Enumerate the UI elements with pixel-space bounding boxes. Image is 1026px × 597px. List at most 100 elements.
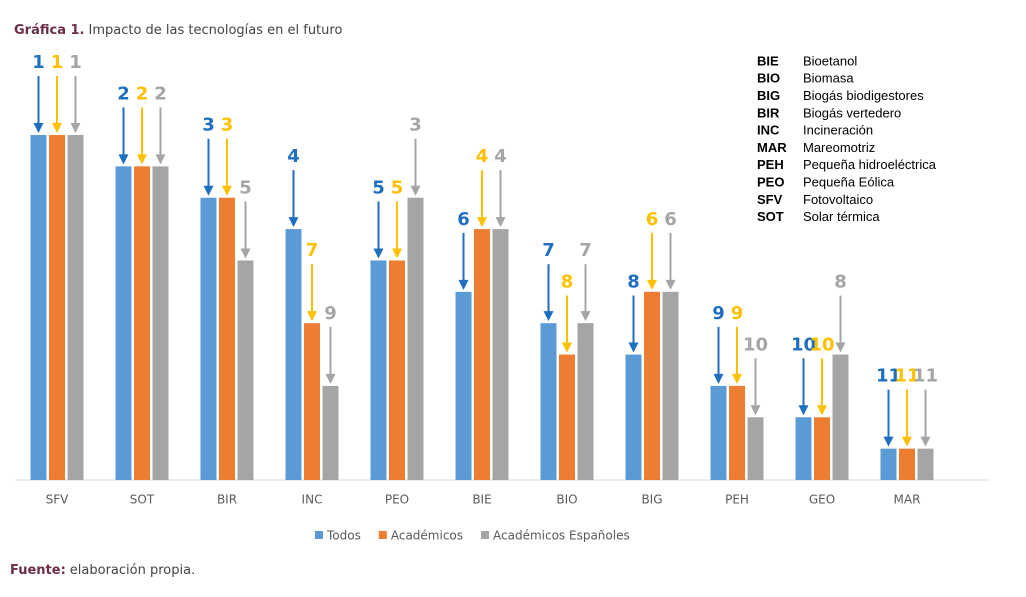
source: elaboración propia. bbox=[70, 563, 195, 578]
chart-title: Impacto de las tecnologías en el futuro bbox=[88, 23, 342, 38]
rank-label: 4 bbox=[476, 146, 489, 167]
abbr-code: BIR bbox=[757, 105, 780, 120]
legend-label: Académicos Españoles bbox=[493, 529, 630, 543]
bar bbox=[795, 417, 812, 480]
rank-label: 1 bbox=[51, 52, 64, 73]
rank-label: 1 bbox=[69, 52, 82, 73]
arrow-head bbox=[798, 405, 809, 416]
bar bbox=[407, 197, 424, 480]
rank-label: 9 bbox=[712, 303, 725, 324]
bar bbox=[370, 260, 387, 480]
arrow-head bbox=[902, 436, 912, 447]
arrow-head bbox=[203, 185, 214, 196]
arrow-head bbox=[392, 248, 402, 259]
rank-label: 6 bbox=[646, 209, 659, 230]
arrow-head bbox=[458, 279, 469, 290]
abbr-code: SOT bbox=[757, 209, 784, 224]
rank-label: 7 bbox=[542, 240, 555, 261]
abbr-name: Pequeña hidroeléctrica bbox=[803, 157, 937, 172]
bar bbox=[115, 166, 132, 480]
arrow-head bbox=[52, 123, 62, 133]
abbr-name: Mareomotriz bbox=[803, 140, 875, 155]
rank-label: 11 bbox=[913, 366, 938, 387]
bar bbox=[729, 385, 745, 480]
bar bbox=[662, 291, 679, 480]
bar bbox=[67, 135, 84, 480]
arrow-head bbox=[373, 248, 384, 259]
bar bbox=[134, 166, 150, 480]
x-tick-label: BIG bbox=[641, 493, 662, 507]
bar bbox=[474, 229, 490, 480]
rank-label: 7 bbox=[306, 240, 319, 261]
x-tick-label: SOT bbox=[130, 493, 155, 507]
legend-swatch bbox=[315, 531, 323, 539]
rank-label: 2 bbox=[154, 83, 167, 104]
rank-label: 9 bbox=[731, 303, 744, 324]
arrow-head bbox=[118, 154, 129, 165]
bar bbox=[30, 135, 47, 480]
rank-label: 4 bbox=[287, 146, 300, 167]
rank-label: 11 bbox=[876, 366, 901, 387]
arrow-head bbox=[477, 217, 487, 228]
rank-label: 1 bbox=[32, 52, 45, 73]
abbr-code: BIG bbox=[757, 88, 780, 103]
source-label: Fuente: bbox=[10, 563, 66, 578]
bar bbox=[559, 354, 575, 480]
bar bbox=[710, 385, 727, 480]
bar bbox=[389, 260, 405, 480]
bar bbox=[880, 448, 897, 480]
rank-label: 8 bbox=[834, 272, 847, 293]
rank-label: 2 bbox=[136, 83, 149, 104]
rank-label: 6 bbox=[457, 209, 470, 230]
rank-label: 5 bbox=[391, 177, 404, 198]
abbr-code: PEH bbox=[757, 157, 784, 172]
abbr-code: BIO bbox=[757, 71, 780, 86]
x-tick-label: BIO bbox=[556, 493, 577, 507]
x-tick-label: PEH bbox=[725, 493, 749, 507]
arrow-head bbox=[222, 185, 232, 196]
arrow-head bbox=[713, 373, 724, 384]
abbr-name: Biomasa bbox=[803, 71, 854, 86]
bar bbox=[899, 448, 915, 480]
rank-label: 4 bbox=[494, 146, 507, 167]
bar bbox=[200, 197, 217, 480]
arrow-head bbox=[732, 373, 742, 384]
abbr-name: Pequeña Eólica bbox=[803, 175, 895, 190]
abbr-name: Incineración bbox=[803, 123, 873, 138]
abbr-name: Solar térmica bbox=[803, 209, 880, 224]
rank-label: 7 bbox=[579, 240, 592, 261]
bar bbox=[237, 260, 254, 480]
rank-label: 10 bbox=[743, 334, 768, 355]
rank-label: 8 bbox=[561, 272, 574, 293]
x-tick-label: GEO bbox=[809, 493, 835, 507]
abbr-code: MAR bbox=[757, 140, 787, 155]
bar bbox=[322, 385, 339, 480]
arrow-head bbox=[155, 154, 166, 165]
bar bbox=[540, 323, 557, 480]
arrow-head bbox=[628, 342, 639, 353]
bar bbox=[644, 291, 660, 480]
abbr-name: Biogás vertedero bbox=[803, 105, 901, 120]
arrow-head bbox=[495, 217, 506, 228]
x-tick-label: SFV bbox=[46, 493, 70, 507]
arrow-head bbox=[750, 405, 761, 416]
arrow-head bbox=[288, 217, 299, 228]
bar bbox=[455, 291, 472, 480]
arrow-head bbox=[835, 342, 846, 353]
rank-label: 9 bbox=[324, 303, 337, 324]
bar bbox=[492, 229, 509, 480]
x-tick-label: INC bbox=[302, 493, 323, 507]
rank-label: 2 bbox=[117, 83, 130, 104]
arrow-head bbox=[580, 311, 591, 322]
rank-label: 3 bbox=[221, 115, 234, 136]
arrow-head bbox=[817, 405, 827, 416]
abbr-code: INC bbox=[757, 123, 780, 138]
rank-label: 10 bbox=[791, 334, 816, 355]
abbr-name: Fotovoltaico bbox=[803, 192, 873, 207]
x-tick-label: BIE bbox=[472, 493, 491, 507]
bar bbox=[814, 417, 830, 480]
chart-title-block: Gráfica 1. Impacto de las tecnologías en … bbox=[14, 23, 342, 38]
arrow-head bbox=[883, 436, 894, 447]
legend-label: Todos bbox=[326, 529, 361, 543]
